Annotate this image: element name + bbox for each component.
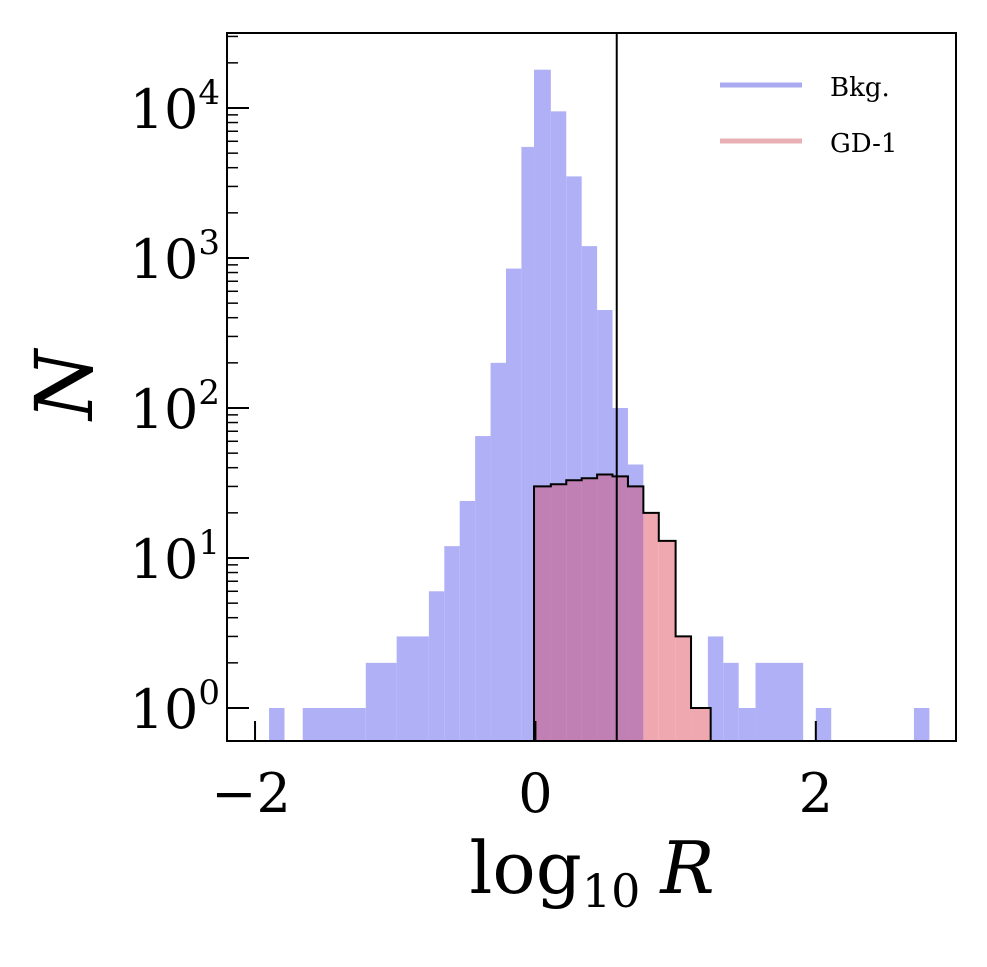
bkg-bar-2: [365, 662, 397, 741]
axis-ticks: [227, 35, 817, 741]
y-tick-label: 102: [130, 373, 220, 441]
y-axis-label: N: [18, 347, 111, 422]
bkg-bar-9: [505, 268, 522, 741]
bkg-bar-0: [269, 708, 285, 741]
bkg-bar-21: [755, 662, 804, 741]
bkg-bar-7: [475, 436, 491, 741]
gd1-bar-10: [691, 708, 711, 741]
legend-gd1-label: GD-1: [830, 129, 897, 159]
x-tick-label: 2: [799, 762, 833, 825]
bkg-bar-23: [913, 708, 930, 741]
gd1-overlap-bar-4: [597, 474, 613, 741]
gd1-overlap-bar-3: [581, 478, 598, 741]
y-tick-label: 101: [130, 523, 220, 591]
bkg-bar-1: [302, 708, 366, 741]
bkg-bar-19: [723, 662, 739, 741]
bkg-bar-8: [490, 362, 506, 741]
gd1-step-outline: [533, 473, 712, 741]
bkg-bar-3: [396, 636, 429, 741]
gd1-overlap-bar-0: [534, 486, 551, 741]
gd1-bar-7: [643, 512, 659, 741]
gd1-overlap-bar-5: [612, 476, 628, 741]
gd1-bar-9: [675, 636, 692, 741]
y-tick-label: 103: [130, 223, 220, 291]
y-tick-labels: 100 101 102 103 104: [130, 73, 220, 741]
legend-bkg-label: Bkg.: [830, 73, 890, 103]
bkg-bar-4: [428, 591, 445, 741]
x-axis-label: log10 R: [469, 826, 714, 918]
x-tick-label: 0: [518, 762, 552, 825]
bkg-bar-6: [459, 500, 476, 741]
y-tick-label: 100: [130, 673, 220, 741]
plot-frame: [226, 32, 957, 742]
bkg-bar-22: [815, 708, 832, 741]
y-tick-label: 104: [130, 73, 220, 141]
gd1-overlap-bar-2: [566, 480, 582, 741]
gd1-overlap-bar-6: [627, 486, 644, 741]
x-tick-label: −2: [211, 762, 291, 825]
histogram-bars: [269, 69, 930, 742]
legend: Bkg. GD-1: [720, 73, 897, 159]
bkg-bar-20: [738, 708, 756, 741]
gd1-bar-8: [658, 540, 676, 741]
bkg-bar-10: [521, 146, 535, 741]
bkg-bar-18: [707, 636, 724, 741]
bkg-bar-5: [444, 546, 460, 741]
gd1-overlap-bar-1: [550, 484, 567, 741]
x-tick-labels: −2 0 2: [211, 762, 833, 825]
